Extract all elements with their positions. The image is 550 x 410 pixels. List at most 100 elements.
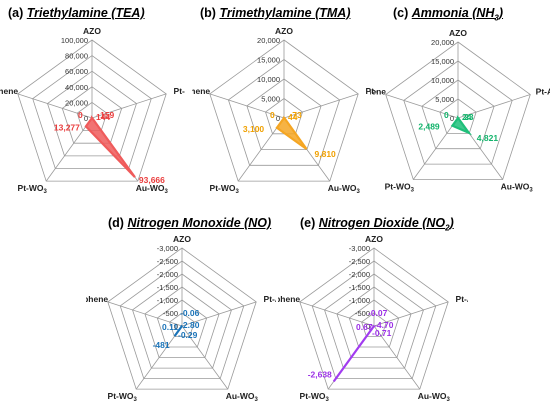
axis-spoke bbox=[135, 325, 183, 390]
panel-c-title: (c) Ammonia (NH3) bbox=[393, 6, 504, 23]
radial-tick-label: -2,500 bbox=[349, 257, 370, 266]
radial-tick-label: 80,000 bbox=[65, 52, 88, 61]
grid-ring bbox=[385, 41, 531, 180]
grid-ring bbox=[32, 55, 152, 169]
panel-d-letter: (d) bbox=[108, 216, 124, 230]
grid-ring bbox=[132, 273, 232, 369]
axis-label: Pt-AZO bbox=[536, 87, 550, 97]
data-value-label: 2,489 bbox=[418, 122, 440, 132]
radial-tick-label: 0 bbox=[174, 322, 178, 331]
data-value-label: -2.80 bbox=[180, 320, 200, 330]
data-series-area bbox=[173, 324, 183, 337]
data-value-label: 159 bbox=[100, 110, 114, 120]
data-value-label: 44 bbox=[288, 112, 298, 122]
panel-e-title: (e) Nitrogen Dioxide (NO2) bbox=[300, 216, 454, 233]
axis-label: Au-WO3 bbox=[136, 183, 169, 195]
grid-ring bbox=[403, 60, 513, 165]
data-value-label: -481 bbox=[153, 340, 170, 350]
grid-ring bbox=[348, 299, 400, 348]
grid-ring bbox=[324, 273, 424, 369]
radial-tick-label: -3,000 bbox=[157, 244, 178, 253]
radial-tick-label: 15,000 bbox=[257, 56, 280, 65]
data-value-label: 0.11 bbox=[162, 322, 178, 332]
axis-label: Pt-WO3 bbox=[385, 182, 415, 194]
data-value-label: -0.07 bbox=[368, 308, 388, 318]
panel-b-name: Trimethylamine (TMA) bbox=[219, 6, 351, 20]
axis-spoke bbox=[457, 94, 531, 119]
axis-spoke bbox=[91, 93, 167, 119]
axis-label: Pt-WO3 bbox=[18, 183, 48, 195]
data-series-area bbox=[275, 116, 308, 150]
axis-label: Pt-AZO bbox=[264, 294, 276, 304]
axis-label: Au-WO3 bbox=[501, 182, 534, 194]
radial-tick-label: -2,000 bbox=[157, 270, 178, 279]
axis-spoke bbox=[283, 93, 359, 119]
grid-ring bbox=[17, 39, 167, 182]
data-value-label: 24 bbox=[462, 112, 472, 122]
radial-tick-label: -3,000 bbox=[349, 244, 370, 253]
data-value-label: 0.67 bbox=[356, 322, 373, 332]
data-value-label: 0 bbox=[78, 110, 83, 120]
radial-tick-label: 60,000 bbox=[65, 67, 88, 76]
axis-spoke bbox=[373, 301, 449, 327]
axis-spoke bbox=[17, 93, 93, 119]
axis-label: AZO bbox=[173, 234, 191, 244]
data-value-label: 0 bbox=[444, 110, 449, 120]
axis-label: Pt-AZO bbox=[174, 86, 185, 96]
radial-tick-label: 40,000 bbox=[65, 83, 88, 92]
radial-tick-label: -2,500 bbox=[157, 257, 178, 266]
axis-label: Pt-WO3 bbox=[300, 391, 330, 403]
panel-a-name: Triethylamine (TEA) bbox=[26, 6, 145, 20]
axis-label: AZO bbox=[275, 26, 293, 36]
data-value-label: 13,277 bbox=[54, 122, 80, 132]
axis-spoke bbox=[385, 94, 459, 119]
radial-tick-label: 10,000 bbox=[257, 75, 280, 84]
axis-label: Au-WO3 bbox=[418, 391, 451, 403]
grid-ring bbox=[119, 260, 245, 380]
grid-ring bbox=[311, 260, 437, 380]
radial-tick-label: 5,000 bbox=[435, 95, 454, 104]
panel-a-letter: (a) bbox=[8, 6, 24, 20]
data-value-label: -0.29 bbox=[178, 330, 198, 340]
radial-tick-label: -500 bbox=[163, 309, 178, 318]
radial-tick-label: 10,000 bbox=[431, 76, 454, 85]
panel-c-letter: (c) bbox=[393, 6, 409, 20]
panel-c-name: Ammonia (NH bbox=[411, 6, 495, 20]
axis-label: N-Graphene bbox=[370, 87, 386, 97]
axis-label: Pt-AZO bbox=[366, 86, 377, 96]
axis-spoke bbox=[299, 301, 375, 327]
axis-label: N-Graphene bbox=[278, 294, 300, 304]
panel-e-letter: (e) bbox=[300, 216, 316, 230]
data-value-label: 23 bbox=[464, 112, 474, 122]
radial-tick-label: 100,000 bbox=[61, 36, 88, 45]
radial-tick-label: -1,000 bbox=[349, 296, 370, 305]
radial-tick-label: 0 bbox=[276, 114, 280, 123]
data-value-label: -0.06 bbox=[180, 308, 200, 318]
data-value-label: -2,638 bbox=[308, 370, 332, 380]
panel-e-name: Nitrogen Dioxide (NO bbox=[318, 216, 446, 230]
axis-spoke bbox=[209, 93, 285, 119]
data-value-label: 0 bbox=[270, 110, 275, 120]
grid-ring bbox=[299, 247, 449, 390]
axis-label: AZO bbox=[365, 234, 383, 244]
panel-b-letter: (b) bbox=[200, 6, 216, 20]
radar-chart-d: -500 -1,000 -1,500 -2,000 -2,500 -3,000 0-0.06… bbox=[86, 234, 276, 403]
data-value-label: -4.70 bbox=[374, 320, 394, 330]
axis-spoke bbox=[412, 117, 459, 180]
data-value-label: 3,100 bbox=[243, 124, 265, 134]
radial-tick-label: -1,500 bbox=[349, 283, 370, 292]
grid-ring bbox=[361, 312, 387, 337]
axis-spoke bbox=[181, 325, 229, 390]
radial-tick-label: -1,500 bbox=[157, 283, 178, 292]
data-value-label: 4,821 bbox=[477, 133, 499, 143]
grid-ring bbox=[246, 78, 322, 150]
radial-tick-label: 0 bbox=[366, 322, 370, 331]
axis-label: Pt-WO3 bbox=[210, 183, 240, 195]
panel-b-title: (b) Trimethylamine (TMA) bbox=[200, 6, 351, 20]
data-value-label: 93,666 bbox=[139, 175, 165, 185]
axis-spoke bbox=[107, 301, 183, 327]
axis-spoke bbox=[45, 117, 93, 182]
